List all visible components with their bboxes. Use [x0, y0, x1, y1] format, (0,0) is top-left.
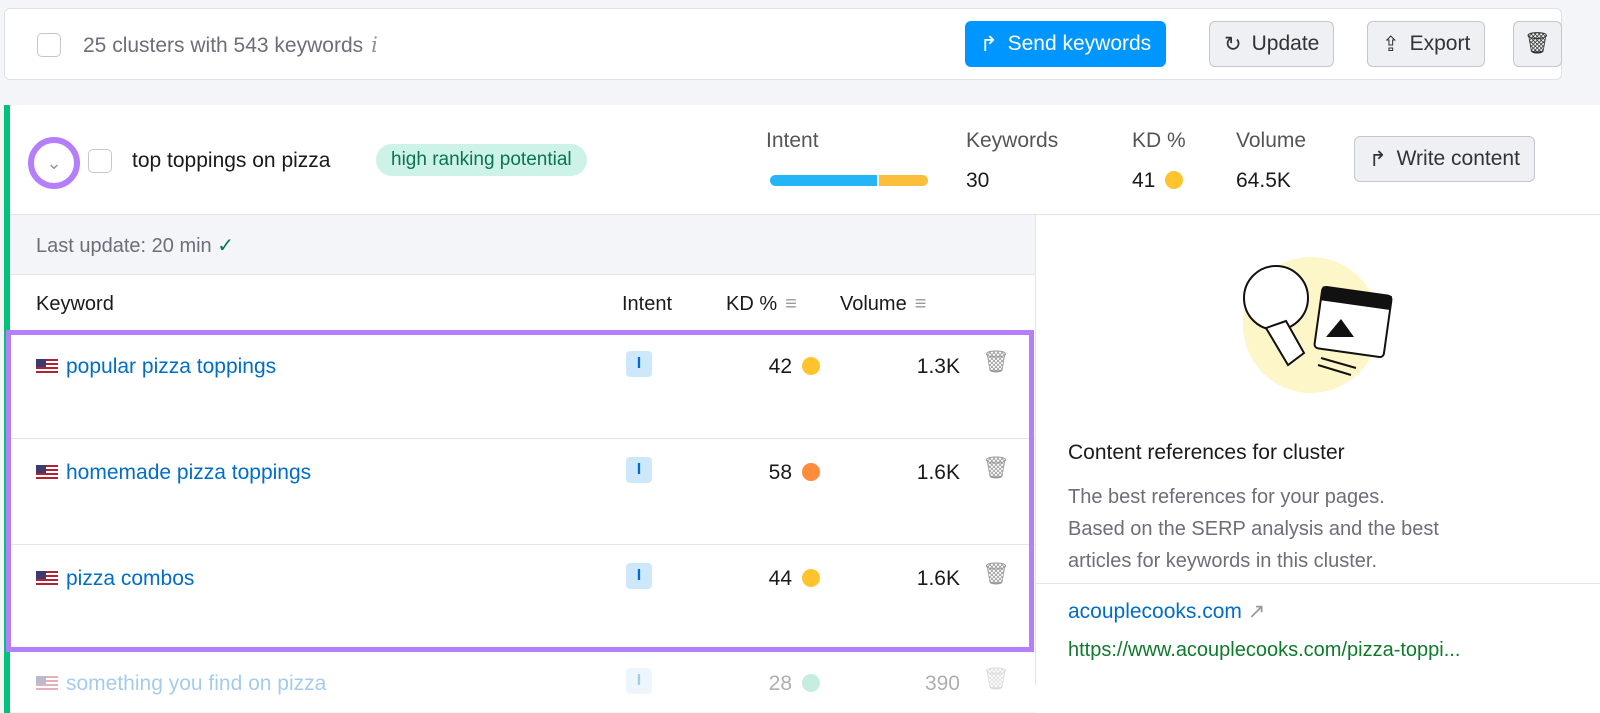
kd-value: 58 — [769, 461, 820, 485]
sort-icon: ≡ — [914, 293, 927, 315]
table-row: popular pizza toppings I 42 1.3K 🗑 — [10, 333, 1035, 439]
kd-dot-icon — [802, 674, 820, 692]
intent-bar — [770, 175, 928, 186]
export-button[interactable]: ⇪ Export — [1367, 21, 1486, 67]
keywords-count: 30 — [966, 169, 990, 192]
us-flag-icon — [36, 676, 58, 691]
write-content-button[interactable]: ↱ Write content — [1354, 136, 1535, 182]
intent-badge: I — [626, 563, 652, 589]
intent-commercial-segment — [879, 175, 928, 186]
keyword-link[interactable]: pizza combos — [36, 567, 194, 591]
kd-value: 44 — [769, 567, 820, 591]
intent-badge: I — [626, 668, 652, 694]
trash-icon[interactable]: 🗑 — [982, 349, 1010, 374]
check-icon: ✓ — [217, 235, 235, 257]
cluster-checkbox[interactable] — [88, 149, 112, 173]
kd-value: 41 — [1132, 169, 1184, 193]
volume-value: 64.5K — [1236, 169, 1291, 192]
panel-description: The best references for your pages. Based… — [1068, 486, 1439, 572]
last-update: Last update: 20 min ✓ — [10, 215, 1035, 275]
volume-value: 390 — [924, 672, 960, 695]
cluster-summary: 25 clusters with 543 keywords i — [83, 33, 378, 57]
lightbulb-illustration-icon — [1243, 257, 1393, 393]
expand-toggle[interactable]: ⌄ — [28, 137, 80, 189]
volume-value: 1.6K — [916, 567, 960, 590]
refresh-icon: ↻ — [1224, 32, 1242, 56]
kd-value: 42 — [769, 355, 820, 379]
sort-icon: ≡ — [785, 293, 797, 315]
cluster-title: top toppings on pizza — [132, 149, 331, 172]
us-flag-icon — [36, 571, 58, 586]
upload-icon: ⇪ — [1382, 32, 1400, 56]
col-intent: Intent — [622, 293, 673, 315]
volume-value: 1.6K — [916, 461, 960, 484]
kd-dot-icon — [802, 357, 820, 375]
keyword-link[interactable]: popular pizza toppings — [36, 355, 276, 379]
col-keyword: Keyword — [36, 293, 114, 315]
keyword-link[interactable]: homemade pizza toppings — [36, 461, 311, 485]
share-arrow-icon: ↱ — [980, 32, 998, 56]
keywords-label: Keywords — [966, 129, 1059, 152]
table-row: something you find on pizza I 28 390 🗑 — [10, 650, 1035, 713]
kd-dot-icon — [802, 463, 820, 481]
volume-value: 1.3K — [916, 355, 960, 378]
kd-dot-icon — [802, 569, 820, 587]
trash-icon[interactable]: 🗑 — [982, 561, 1010, 586]
col-kd[interactable]: KD % ≡ — [726, 293, 797, 315]
intent-badge: I — [626, 457, 652, 483]
trash-icon[interactable]: 🗑 — [982, 666, 1010, 691]
intent-badge: I — [626, 351, 652, 377]
panel-title: Content references for cluster — [1068, 441, 1345, 464]
content-references-panel: Content references for cluster The best … — [1035, 215, 1600, 685]
trash-icon[interactable]: 🗑 — [982, 455, 1010, 480]
info-icon[interactable]: i — [371, 33, 378, 57]
kd-value: 28 — [769, 672, 820, 696]
us-flag-icon — [36, 465, 58, 480]
send-keywords-button[interactable]: ↱ Send keywords — [965, 21, 1167, 67]
ranking-badge: high ranking potential — [376, 144, 587, 176]
kd-label: KD % — [1132, 129, 1186, 152]
toolbar: 25 clusters with 543 keywords i ↱ Send key… — [4, 8, 1562, 80]
delete-button[interactable]: 🗑 — [1513, 21, 1562, 67]
trash-icon: 🗑 — [1524, 32, 1551, 55]
col-volume[interactable]: Volume ≡ — [840, 293, 927, 315]
us-flag-icon — [36, 359, 58, 374]
intent-label: Intent — [766, 129, 819, 152]
intent-informational-segment — [770, 175, 878, 186]
select-all-checkbox[interactable] — [37, 33, 61, 57]
table-row: homemade pizza toppings I 58 1.6K 🗑 — [10, 439, 1035, 545]
kd-dot-icon — [1165, 171, 1184, 189]
reference-domain-link[interactable]: acouplecooks.com ↗ — [1068, 600, 1266, 623]
external-link-icon: ↗ — [1247, 600, 1266, 623]
share-arrow-icon: ↱ — [1369, 147, 1387, 171]
volume-label: Volume — [1236, 129, 1307, 152]
chevron-down-icon: ⌄ — [46, 152, 62, 173]
cluster-header: ⌄ top toppings on pizza high ranking pot… — [10, 105, 1600, 215]
table-row: pizza combos I 44 1.6K 🗑 — [10, 545, 1035, 651]
reference-url[interactable]: https://www.acouplecooks.com/pizza-toppi… — [1068, 639, 1461, 661]
keyword-link[interactable]: something you find on pizza — [36, 672, 326, 696]
update-button[interactable]: ↻ Update — [1209, 21, 1335, 67]
